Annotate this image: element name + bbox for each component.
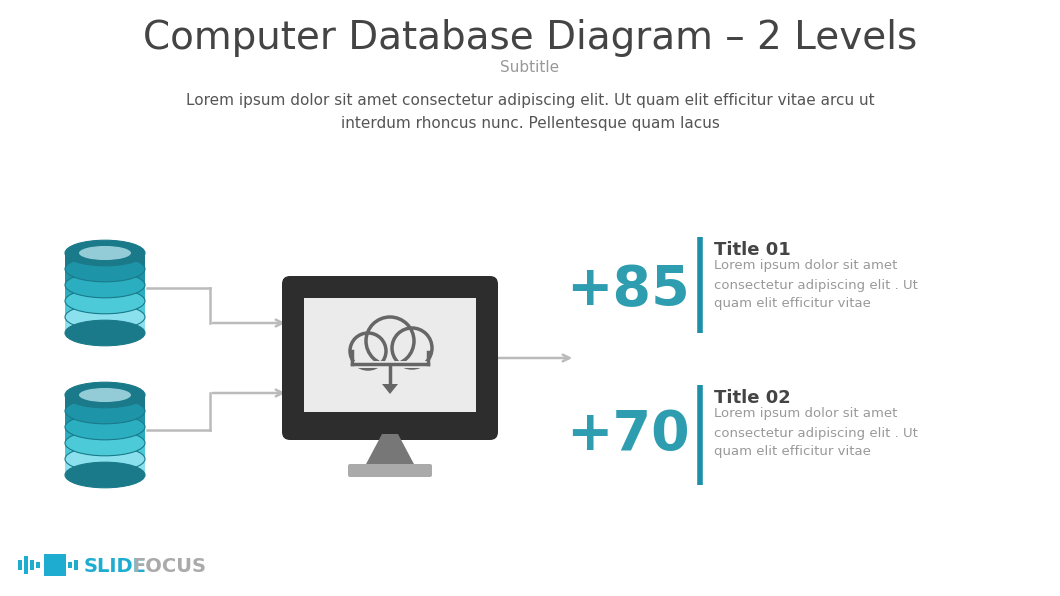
Text: Lorem ipsum dolor sit amet
consectetur adipiscing elit . Ut
quam elit efficitur : Lorem ipsum dolor sit amet consectetur a… <box>714 408 918 458</box>
Circle shape <box>350 333 386 369</box>
Polygon shape <box>365 434 416 466</box>
Polygon shape <box>65 285 145 301</box>
Polygon shape <box>65 459 145 475</box>
Polygon shape <box>348 359 432 369</box>
Bar <box>18 560 22 570</box>
Polygon shape <box>65 301 145 317</box>
Bar <box>45 554 66 576</box>
FancyBboxPatch shape <box>282 276 498 440</box>
Text: Lorem ipsum dolor sit amet consectetur adipiscing elit. Ut quam elit efficitur v: Lorem ipsum dolor sit amet consectetur a… <box>186 93 874 131</box>
Ellipse shape <box>65 256 145 282</box>
Bar <box>68 562 72 568</box>
Bar <box>30 560 34 570</box>
Text: Title 02: Title 02 <box>714 389 791 407</box>
Ellipse shape <box>65 398 145 424</box>
Bar <box>36 562 40 568</box>
FancyBboxPatch shape <box>304 298 476 412</box>
Circle shape <box>366 317 414 365</box>
Text: +70: +70 <box>566 408 690 462</box>
Ellipse shape <box>65 430 145 456</box>
Text: Subtitle: Subtitle <box>500 61 560 76</box>
Ellipse shape <box>65 304 145 330</box>
Text: SLIDE: SLIDE <box>84 557 147 576</box>
Ellipse shape <box>65 446 145 472</box>
Polygon shape <box>65 395 145 411</box>
Ellipse shape <box>80 246 131 260</box>
Polygon shape <box>65 443 145 459</box>
Bar <box>24 556 28 574</box>
Polygon shape <box>65 269 145 285</box>
FancyBboxPatch shape <box>348 464 432 477</box>
Ellipse shape <box>65 320 145 346</box>
Text: +85: +85 <box>566 263 690 317</box>
Ellipse shape <box>65 288 145 314</box>
Polygon shape <box>65 253 145 269</box>
Text: Computer Database Diagram – 2 Levels: Computer Database Diagram – 2 Levels <box>143 19 917 57</box>
Polygon shape <box>382 384 398 394</box>
Ellipse shape <box>65 462 145 488</box>
Text: Lorem ipsum dolor sit amet
consectetur adipiscing elit . Ut
quam elit efficitur : Lorem ipsum dolor sit amet consectetur a… <box>714 259 918 311</box>
Polygon shape <box>65 317 145 333</box>
Circle shape <box>392 328 432 368</box>
Polygon shape <box>65 427 145 443</box>
Text: FOCUS: FOCUS <box>132 557 206 576</box>
Ellipse shape <box>65 414 145 440</box>
Ellipse shape <box>65 382 145 408</box>
Bar <box>74 560 78 570</box>
Ellipse shape <box>65 272 145 298</box>
Text: Title 01: Title 01 <box>714 241 791 259</box>
Polygon shape <box>65 411 145 427</box>
Ellipse shape <box>65 240 145 266</box>
Ellipse shape <box>80 388 131 402</box>
